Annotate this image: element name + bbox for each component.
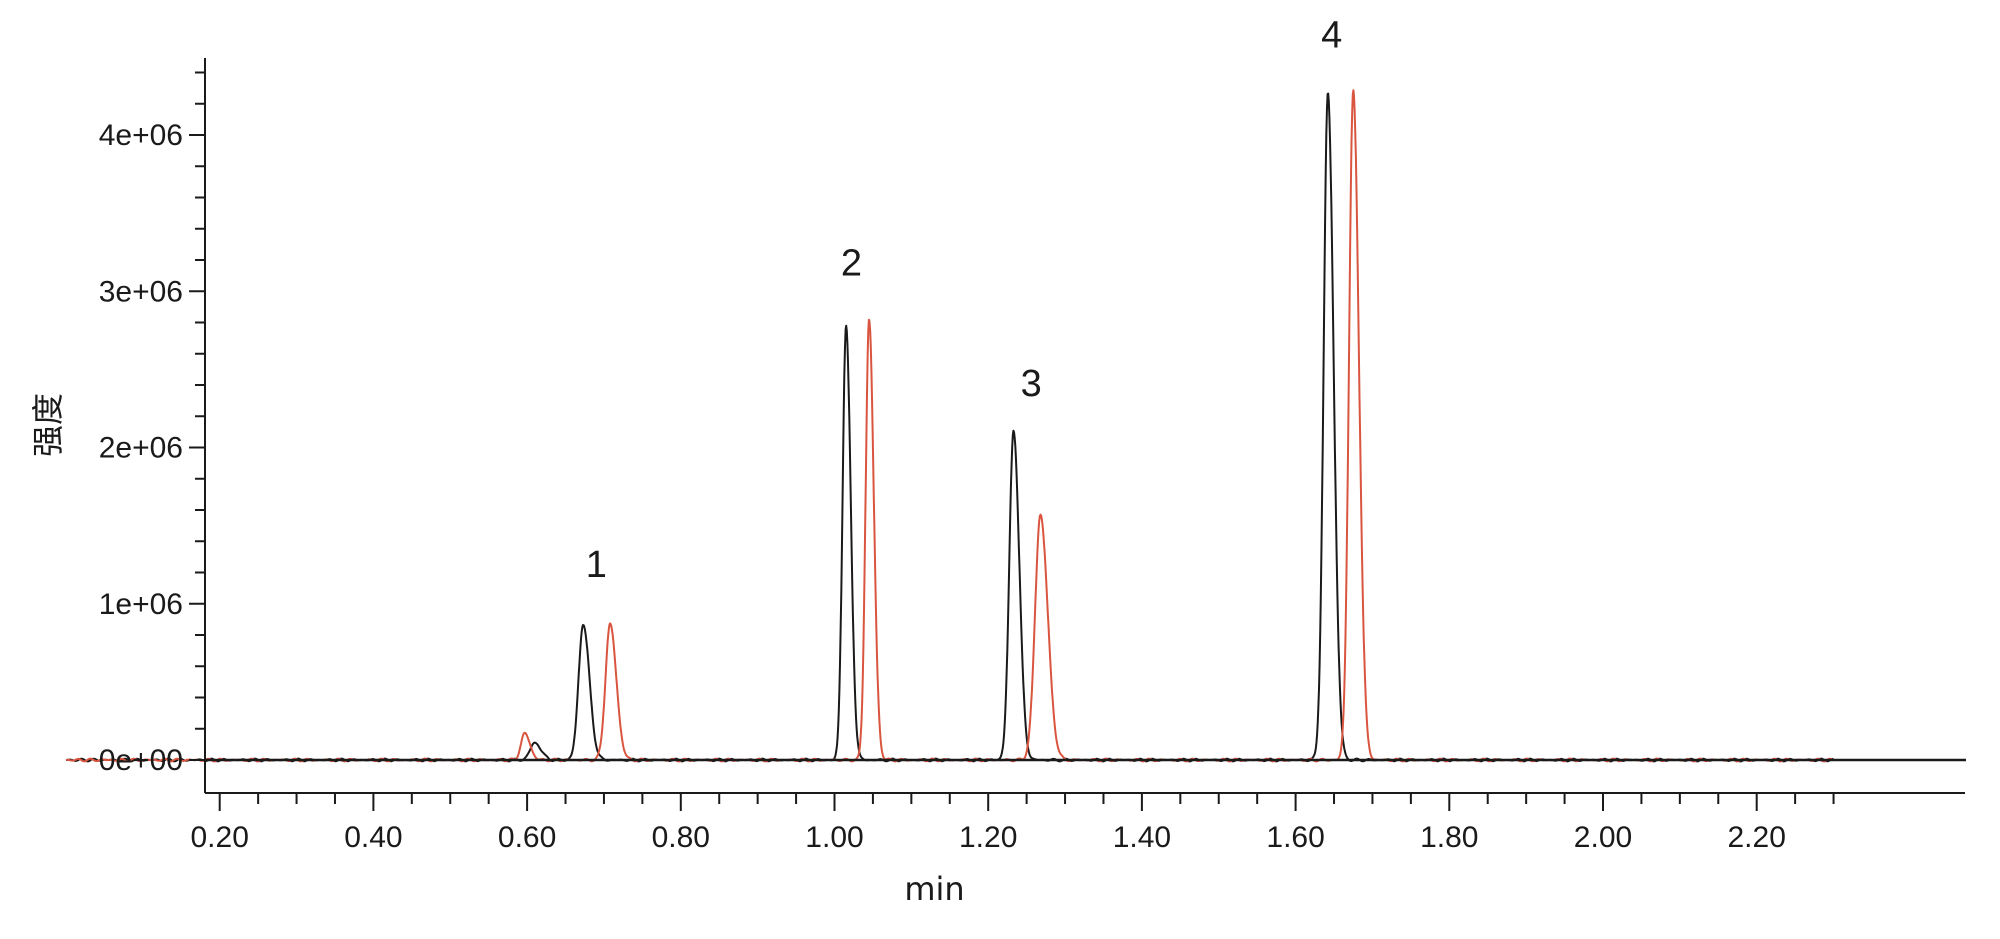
x-tick-label: 1.20 [959,821,1017,854]
x-tick-label: 2.00 [1574,821,1632,854]
x-axis-title: min [904,870,964,908]
x-tick-label: 1.80 [1420,821,1478,854]
y-axis-title: 强度 [29,393,67,457]
y-tick-label: 1e+06 [99,588,183,621]
peak-label: 3 [1021,363,1042,405]
peak-label: 4 [1321,15,1342,57]
x-tick-label: 1.00 [805,821,863,854]
red-trace [65,89,1834,763]
labels-layer: 0.20 0.40 0.60 0.80 1.00 1.20 1.40 1.60 1.80 2.00… [99,15,1786,855]
y-tick-label: 0e+00 [99,744,183,777]
y-tick-label: 4e+06 [99,119,183,152]
x-tick-label: 0.60 [498,821,556,854]
peak-label: 2 [841,243,862,285]
y-tick-label: 2e+06 [99,432,183,465]
black-trace [65,92,1834,763]
ticks-layer [189,71,1835,811]
x-tick-label: 0.80 [652,821,710,854]
y-tick-label: 3e+06 [99,275,183,308]
peak-label: 1 [586,544,607,586]
axes-layer [204,58,1966,794]
x-tick-label: 0.40 [344,821,402,854]
x-tick-label: 1.60 [1266,821,1324,854]
series-layer [65,89,1834,763]
x-tick-label: 1.40 [1113,821,1171,854]
x-tick-label: 0.20 [191,821,249,854]
x-tick-label: 2.20 [1728,821,1786,854]
